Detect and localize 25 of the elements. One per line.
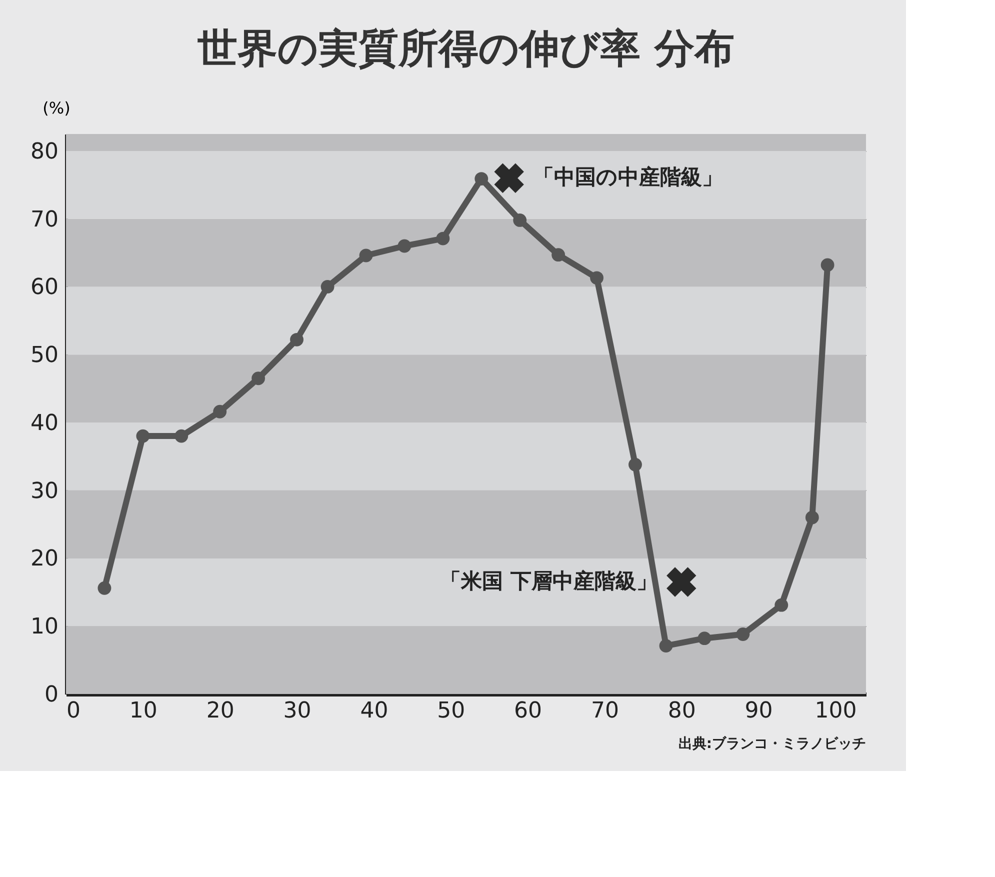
y-tick-label: 20 [30, 546, 58, 572]
x-tick-label: 40 [360, 698, 388, 724]
annotation: 「中国の中産階級」 [533, 165, 724, 190]
source-note: 出典:ブランコ・ミラノビッチ [678, 735, 866, 752]
y-tick-label: 70 [30, 207, 58, 232]
y-tick-label: 0 [44, 682, 58, 708]
y-tick-label: 40 [30, 410, 58, 436]
y-tick-label: 60 [30, 275, 58, 300]
x-tick-label: 60 [514, 698, 542, 724]
x-tick-label: 100 [814, 698, 857, 724]
x-tick-label: 70 [590, 698, 619, 724]
x-tick-label: 0 [66, 698, 80, 724]
y-tick-label: 50 [30, 343, 58, 368]
y-tick-label: 30 [30, 478, 58, 504]
x-tick-label: 80 [668, 698, 696, 724]
y-tick-label: 80 [30, 139, 58, 164]
x-tick-label: 20 [206, 698, 234, 724]
x-tick-label: 30 [283, 698, 312, 724]
x-tick-label: 50 [437, 698, 466, 724]
x-tick-label: 90 [744, 698, 773, 724]
y-axis-title: (%) [42, 98, 70, 118]
annotation: 「米国 下層中産階級」 [440, 569, 658, 593]
x-tick-label: 10 [129, 698, 158, 724]
chart-title: 世界の実質所得の伸び率 分布 [196, 26, 734, 72]
y-tick-label: 10 [30, 614, 58, 640]
